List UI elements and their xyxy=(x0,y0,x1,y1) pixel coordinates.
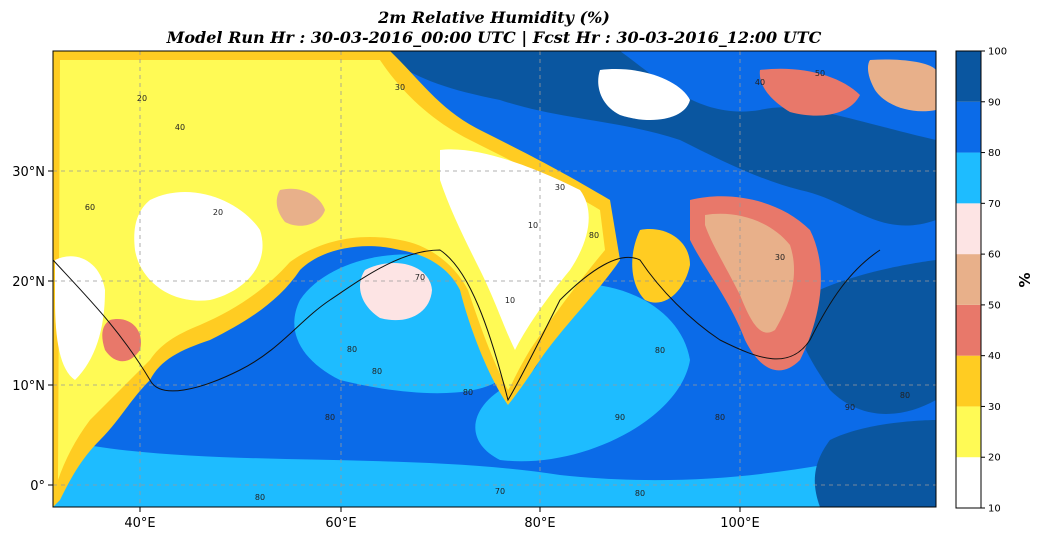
contour-label: 30 xyxy=(775,253,785,262)
myanmar-30-40-region xyxy=(632,229,690,303)
lat-tick-label: 0° xyxy=(30,479,45,494)
colorbar-tick-label: 40 xyxy=(988,351,1001,362)
arabia-dry-region xyxy=(134,191,263,301)
colorbar-tick-label: 100 xyxy=(988,47,1007,58)
pink-ocean-patch xyxy=(360,262,432,321)
lat-tick-label: 20°N xyxy=(12,275,45,290)
contour-label: 80 xyxy=(463,388,473,397)
lon-tick-label: 100°E xyxy=(720,516,760,531)
colorbar-tick-label: 30 xyxy=(988,402,1001,413)
contour-label: 40 xyxy=(755,78,765,87)
contour-label: 30 xyxy=(555,183,565,192)
contour-label: 90 xyxy=(845,403,855,412)
colorbar-title: % xyxy=(1016,272,1034,287)
colorbar-segment xyxy=(956,304,981,356)
india-dry-region xyxy=(440,149,589,350)
contour-label: 90 xyxy=(615,413,625,422)
himalaya-tibet-90-100-region xyxy=(390,51,936,226)
colorbar-segment xyxy=(956,101,981,153)
contour-label: 10 xyxy=(528,221,538,230)
chart-title: 2m Relative Humidity (%) xyxy=(378,8,610,27)
colorbar-segment xyxy=(956,51,981,102)
south-ocean-70-80-region xyxy=(53,440,936,507)
colorbar-tick-label: 50 xyxy=(988,300,1001,311)
map-gridlines xyxy=(53,51,936,507)
lat-tick-label: 10°N xyxy=(12,379,45,394)
contour-label: 10 xyxy=(505,296,515,305)
colorbar-frame xyxy=(955,50,982,509)
colorbar-tick-label: 10 xyxy=(988,504,1001,515)
tibet-dry-region xyxy=(598,69,690,120)
contour-label: 60 xyxy=(85,203,95,212)
latitude-axis: 30°N 20°N 10°N 0° xyxy=(12,165,53,494)
colorbar-tick-label: 90 xyxy=(988,97,1001,108)
longitude-axis: 40°E 60°E 80°E 100°E xyxy=(124,507,760,531)
map-area: 20 20 80 80 80 10 10 70 80 80 80 80 70 80 30 50 40 30 30 40… xyxy=(53,51,936,507)
contour-label: 20 xyxy=(137,94,147,103)
contour-label: 40 xyxy=(175,123,185,132)
contour-labels: 20 20 80 80 80 10 10 70 80 80 80 80 70 80 30 50 40 30 30 40… xyxy=(85,69,910,502)
lon-tick-label: 40°E xyxy=(124,516,155,531)
colorbar-tick-label: 80 xyxy=(988,148,1001,159)
gulf-50-60-region xyxy=(276,188,325,226)
china-50-60-region xyxy=(867,59,936,112)
se-asia-50-60-region xyxy=(705,213,795,333)
indian-ocean-70-80-region xyxy=(475,283,690,462)
coastline xyxy=(53,249,881,402)
colorbar-segment xyxy=(956,355,981,407)
contour-label: 80 xyxy=(655,346,665,355)
colorbar-segment xyxy=(956,152,981,204)
china-40-50-region xyxy=(759,68,860,116)
contour-label: 30 xyxy=(395,83,405,92)
lon-tick-label: 80°E xyxy=(524,516,555,531)
contour-label: 80 xyxy=(347,345,357,354)
colorbar-tick-label: 60 xyxy=(988,250,1001,261)
sahara-dry-region xyxy=(55,256,105,380)
contour-label: 80 xyxy=(715,413,725,422)
chart-subtitle: Model Run Hr : 30-03-2016_00:00 UTC | Fc… xyxy=(166,28,822,47)
colorbar-segment xyxy=(956,203,981,255)
contour-label: 80 xyxy=(372,367,382,376)
map-frame xyxy=(52,50,937,508)
colorbar-segment xyxy=(956,457,981,508)
contour-label: 80 xyxy=(255,493,265,502)
contour-label: 80 xyxy=(325,413,335,422)
contour-label: 80 xyxy=(900,391,910,400)
contour-label: 80 xyxy=(635,489,645,498)
south-china-sea-90-100-region xyxy=(797,260,936,414)
colorbar-tick-label: 70 xyxy=(988,199,1001,210)
contour-label: 80 xyxy=(589,231,599,240)
lon-tick-label: 60°E xyxy=(325,516,356,531)
contour-label: 20 xyxy=(213,208,223,217)
contour-label: 50 xyxy=(815,69,825,78)
contour-label: 70 xyxy=(495,487,505,496)
colorbar-segment xyxy=(956,254,981,305)
contour-label: 70 xyxy=(415,273,425,282)
lat-tick-label: 30°N xyxy=(12,165,45,180)
colorbar: 10 20 30 40 50 60 70 80 90 100 xyxy=(955,47,1007,515)
colorbar-segment xyxy=(956,406,981,458)
colorbar-tick-label: 20 xyxy=(988,453,1001,464)
